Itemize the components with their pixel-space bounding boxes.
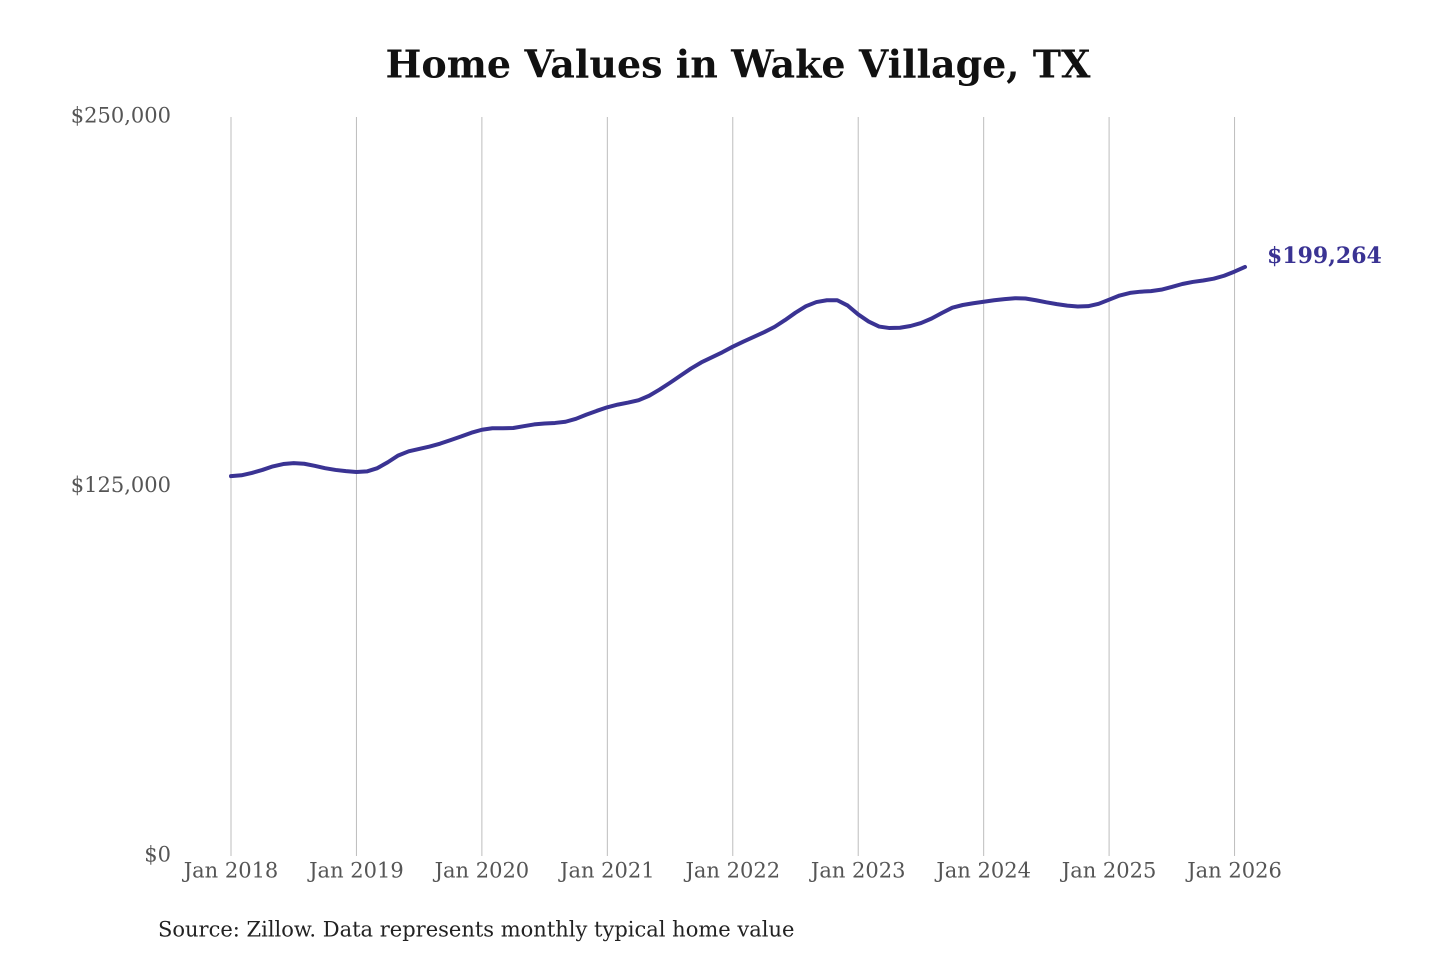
y-tick-label: $0 — [144, 843, 171, 867]
source-note: Source: Zillow. Data represents monthly … — [158, 918, 794, 942]
x-tick-label: Jan 2025 — [1060, 859, 1157, 883]
x-tick-label: Jan 2023 — [809, 859, 906, 883]
x-tick-label: Jan 2020 — [433, 859, 530, 883]
y-tick-label: $125,000 — [71, 473, 171, 497]
x-tick-label: Jan 2019 — [307, 859, 404, 883]
chart-title: Home Values in Wake Village, TX — [385, 42, 1091, 87]
x-tick-label: Jan 2021 — [558, 859, 655, 883]
data-line — [229, 264, 1247, 479]
data-label: $199,264 — [1267, 243, 1382, 269]
x-tick-label: Jan 2026 — [1185, 859, 1282, 883]
x-tick-label: Jan 2024 — [934, 859, 1031, 883]
x-tick-label: Jan 2018 — [182, 859, 279, 883]
y-tick-label: $250,000 — [71, 104, 171, 128]
x-tick-label: Jan 2022 — [683, 859, 780, 883]
